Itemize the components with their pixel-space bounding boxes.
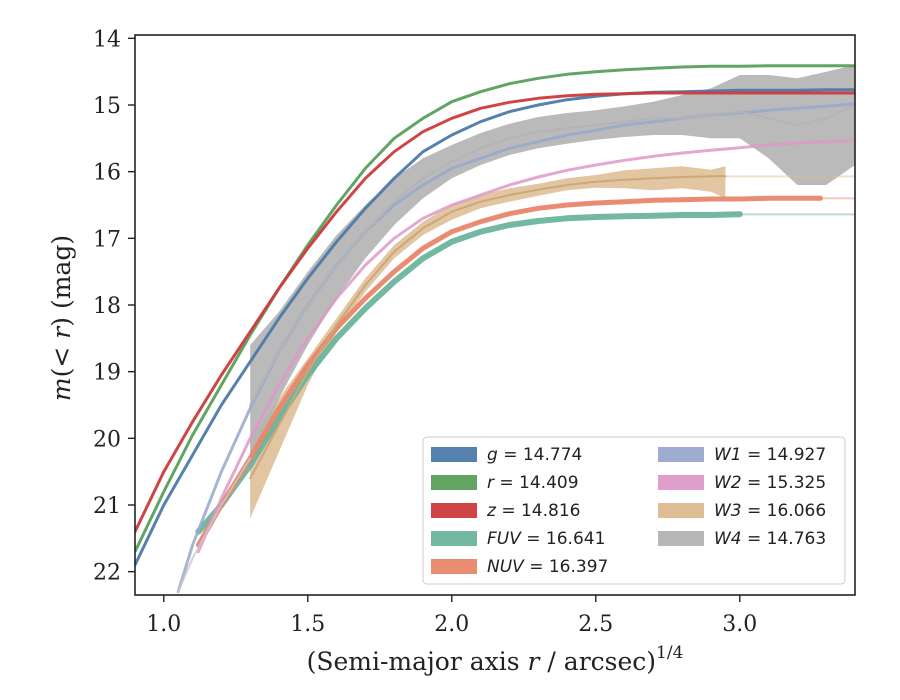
legend-label-r: r = 14.409 bbox=[487, 473, 579, 493]
x-tick-label: 1.0 bbox=[146, 612, 181, 637]
y-tick-label: 17 bbox=[93, 227, 121, 252]
series-line-W2 bbox=[196, 138, 855, 554]
series-layer bbox=[135, 64, 855, 594]
x-tick-label: 2.5 bbox=[578, 612, 613, 637]
y-tick-label: 22 bbox=[93, 561, 121, 586]
legend-swatch-W2 bbox=[658, 475, 704, 490]
x-tick-label: 3.0 bbox=[722, 612, 757, 637]
series-line-g bbox=[135, 88, 855, 567]
y-tick-label: 19 bbox=[93, 361, 121, 386]
legend-swatch-W3 bbox=[658, 503, 704, 518]
y-axis-label: m(< r) (mag) bbox=[47, 235, 76, 401]
y-tick-label: 21 bbox=[93, 494, 121, 519]
series-line-W4 bbox=[249, 104, 855, 406]
legend-label-z: z = 14.816 bbox=[486, 501, 580, 521]
legend-label-W2: W2 = 15.325 bbox=[714, 473, 826, 493]
legend-label-g: g = 14.774 bbox=[487, 445, 582, 465]
legend-label-W4: W4 = 14.763 bbox=[714, 529, 826, 549]
legend: g = 14.774 r = 14.409 z = 14.816 FUV = 16.6… bbox=[422, 436, 846, 585]
band-W4 bbox=[250, 65, 855, 472]
legend-swatch-g bbox=[431, 447, 477, 462]
x-tick-label: 1.5 bbox=[290, 612, 325, 637]
x-axis-label: (Semi-major axis r / arcsec)1/4 bbox=[307, 643, 684, 676]
legend-swatch-W1 bbox=[658, 447, 704, 462]
legend-label-W3: W3 = 16.066 bbox=[714, 501, 826, 521]
series-line-FUV bbox=[195, 211, 743, 535]
y-axis: 14 15 16 17 18 19 20 21 22 bbox=[93, 27, 135, 586]
legend-swatch-z bbox=[431, 503, 477, 518]
legend-label-W1: W1 = 14.927 bbox=[714, 445, 826, 465]
x-axis: 1.0 1.5 2.0 2.5 3.0 bbox=[146, 595, 757, 637]
legend-frame bbox=[422, 436, 846, 585]
series-line-W3 bbox=[249, 175, 727, 480]
legend-swatch-r bbox=[431, 475, 477, 490]
plot-frame bbox=[134, 34, 856, 596]
y-tick-label: 20 bbox=[93, 427, 121, 452]
y-tick-label: 14 bbox=[93, 27, 121, 52]
legend-swatch-FUV bbox=[431, 531, 477, 546]
legend-swatch-W4 bbox=[658, 531, 704, 546]
x-tick-label: 2.0 bbox=[434, 612, 469, 637]
y-tick-label: 16 bbox=[93, 161, 121, 186]
series-line-z bbox=[135, 91, 855, 534]
series-line-r bbox=[135, 64, 855, 554]
series-line-faint_extra bbox=[177, 457, 252, 593]
y-tick-label: 15 bbox=[93, 94, 121, 119]
y-tick-label: 18 bbox=[93, 294, 121, 319]
series-line-NUV bbox=[195, 195, 823, 548]
legend-swatch-NUV bbox=[431, 559, 477, 574]
legend-label-NUV: NUV = 16.397 bbox=[487, 557, 608, 577]
legend-label-FUV: FUV = 16.641 bbox=[487, 529, 605, 549]
